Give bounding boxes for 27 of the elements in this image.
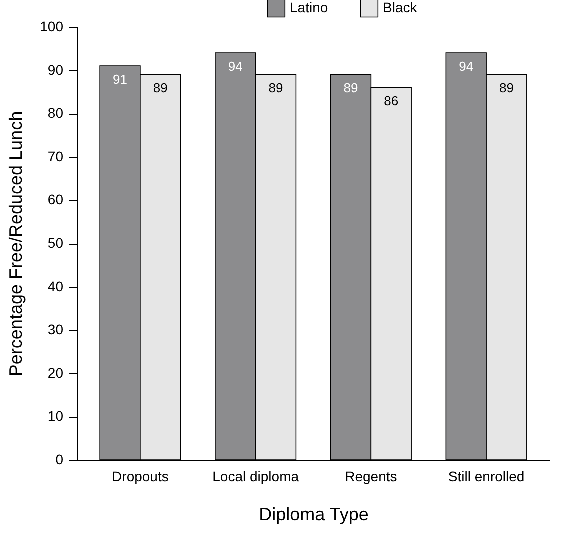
x-tick-label: Dropouts <box>112 468 169 484</box>
y-tick-label: 10 <box>48 408 64 424</box>
x-axis-title: Diploma Type <box>259 504 369 524</box>
data-label: 94 <box>459 58 474 74</box>
x-tick-label: Local diploma <box>212 468 300 484</box>
y-tick-label: 80 <box>48 105 64 122</box>
y-tick-label: 40 <box>48 278 64 294</box>
data-label: 89 <box>268 80 284 96</box>
data-label: 89 <box>153 80 168 96</box>
data-label: 89 <box>500 80 514 96</box>
x-tick-label: Still enrolled <box>448 468 525 484</box>
y-tick-label: 90 <box>48 62 64 78</box>
y-tick-label: 50 <box>48 235 64 251</box>
y-tick-label: 60 <box>48 192 64 208</box>
data-label: 94 <box>228 58 243 74</box>
y-axis-title: Percentage Free/Reduced Lunch <box>6 111 26 377</box>
legend-label: Black <box>383 0 418 16</box>
legend-label: Latino <box>290 0 328 16</box>
x-tick-label: Regents <box>345 468 398 484</box>
data-label: 86 <box>384 94 399 109</box>
y-tick-label: 30 <box>48 322 64 338</box>
data-label: 91 <box>113 72 128 87</box>
y-tick-label: 20 <box>48 364 64 381</box>
y-tick-label: 100 <box>40 18 64 34</box>
data-label: 89 <box>344 80 358 96</box>
y-tick-label: 0 <box>56 452 64 468</box>
y-tick-label: 70 <box>48 148 64 164</box>
